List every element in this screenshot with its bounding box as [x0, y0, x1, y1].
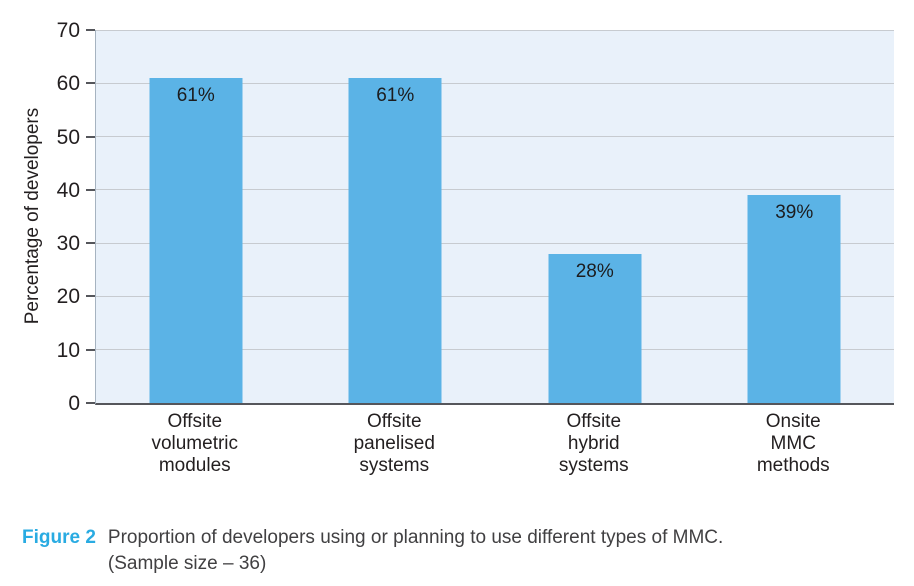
- x-category-label-1: Offsite volumetric modules: [95, 411, 295, 477]
- y-tick-mark-70: [86, 29, 95, 31]
- y-tick-label-10: 10: [56, 338, 80, 362]
- y-tick-label-50: 50: [56, 125, 80, 149]
- y-axis: 0 10 20 30 40 50 60 70: [0, 20, 95, 414]
- x-category-line: methods: [756, 455, 830, 476]
- bar-3: 28%: [548, 253, 642, 403]
- figure-caption: Figure 2 Proportion of developers using …: [22, 525, 723, 577]
- x-category-line: hybrid: [567, 433, 620, 454]
- y-tick-mark-50: [86, 135, 95, 138]
- gridline-60: [96, 82, 894, 84]
- x-category-label-2: Offsite panelised systems: [295, 411, 495, 477]
- bar-value-label-3: 28%: [575, 260, 614, 282]
- bar-slot-1: 61%: [96, 30, 296, 403]
- gridline-30: [96, 242, 894, 244]
- gridline-10: [96, 349, 894, 351]
- y-tick-label-40: 40: [56, 178, 80, 202]
- y-tick-mark-30: [86, 242, 95, 245]
- x-category-label-3: Offsite hybrid systems: [494, 411, 694, 477]
- y-tick-label-0: 0: [68, 392, 80, 415]
- y-tick-mark-10: [86, 348, 95, 351]
- bar-slot-2: 61%: [296, 30, 496, 403]
- gridline-20: [96, 295, 894, 297]
- figure-number-label: Figure 2: [22, 527, 96, 548]
- caption-line-1: Proportion of developers using or planni…: [107, 527, 724, 548]
- gridline-40: [96, 189, 894, 191]
- x-category-line: Onsite: [765, 411, 821, 432]
- y-tick-mark-0: [86, 402, 95, 404]
- y-tick-label-20: 20: [56, 285, 80, 309]
- y-tick-label-30: 30: [56, 232, 80, 256]
- x-category-line: systems: [359, 455, 430, 476]
- bar-value-label-2: 61%: [376, 84, 415, 106]
- bar-slot-3: 28%: [495, 30, 695, 403]
- y-tick-mark-40: [86, 188, 95, 191]
- x-category-line: panelised: [353, 433, 435, 454]
- x-category-line: Offsite: [167, 411, 223, 432]
- x-category-line: volumetric: [151, 433, 239, 454]
- y-tick-mark-20: [86, 295, 95, 298]
- y-tick-label-70: 70: [56, 19, 80, 42]
- gridline-70: [96, 29, 894, 31]
- gridline-50: [96, 136, 894, 138]
- y-tick-label-60: 60: [56, 72, 80, 96]
- x-category-line: modules: [158, 455, 231, 476]
- x-category-line: systems: [558, 455, 629, 476]
- bar-4: 39%: [747, 195, 841, 403]
- figure-caption-text: Proportion of developers using or planni…: [108, 525, 723, 577]
- bar-value-label-4: 39%: [775, 202, 814, 224]
- bar-slot-4: 39%: [695, 30, 895, 403]
- x-category-line: Offsite: [366, 411, 422, 432]
- y-tick-mark-60: [86, 82, 95, 85]
- plot-area: 61% 61% 28% 39%: [95, 29, 895, 405]
- x-category-label-4: Onsite MMC methods: [694, 411, 894, 477]
- bar-value-label-1: 61%: [176, 84, 215, 106]
- caption-sample-size: (Sample size – 36): [107, 553, 267, 574]
- x-category-line: MMC: [770, 433, 816, 454]
- bar-2: 61%: [348, 77, 442, 403]
- bar-1: 61%: [149, 77, 243, 403]
- x-category-line: Offsite: [566, 411, 622, 432]
